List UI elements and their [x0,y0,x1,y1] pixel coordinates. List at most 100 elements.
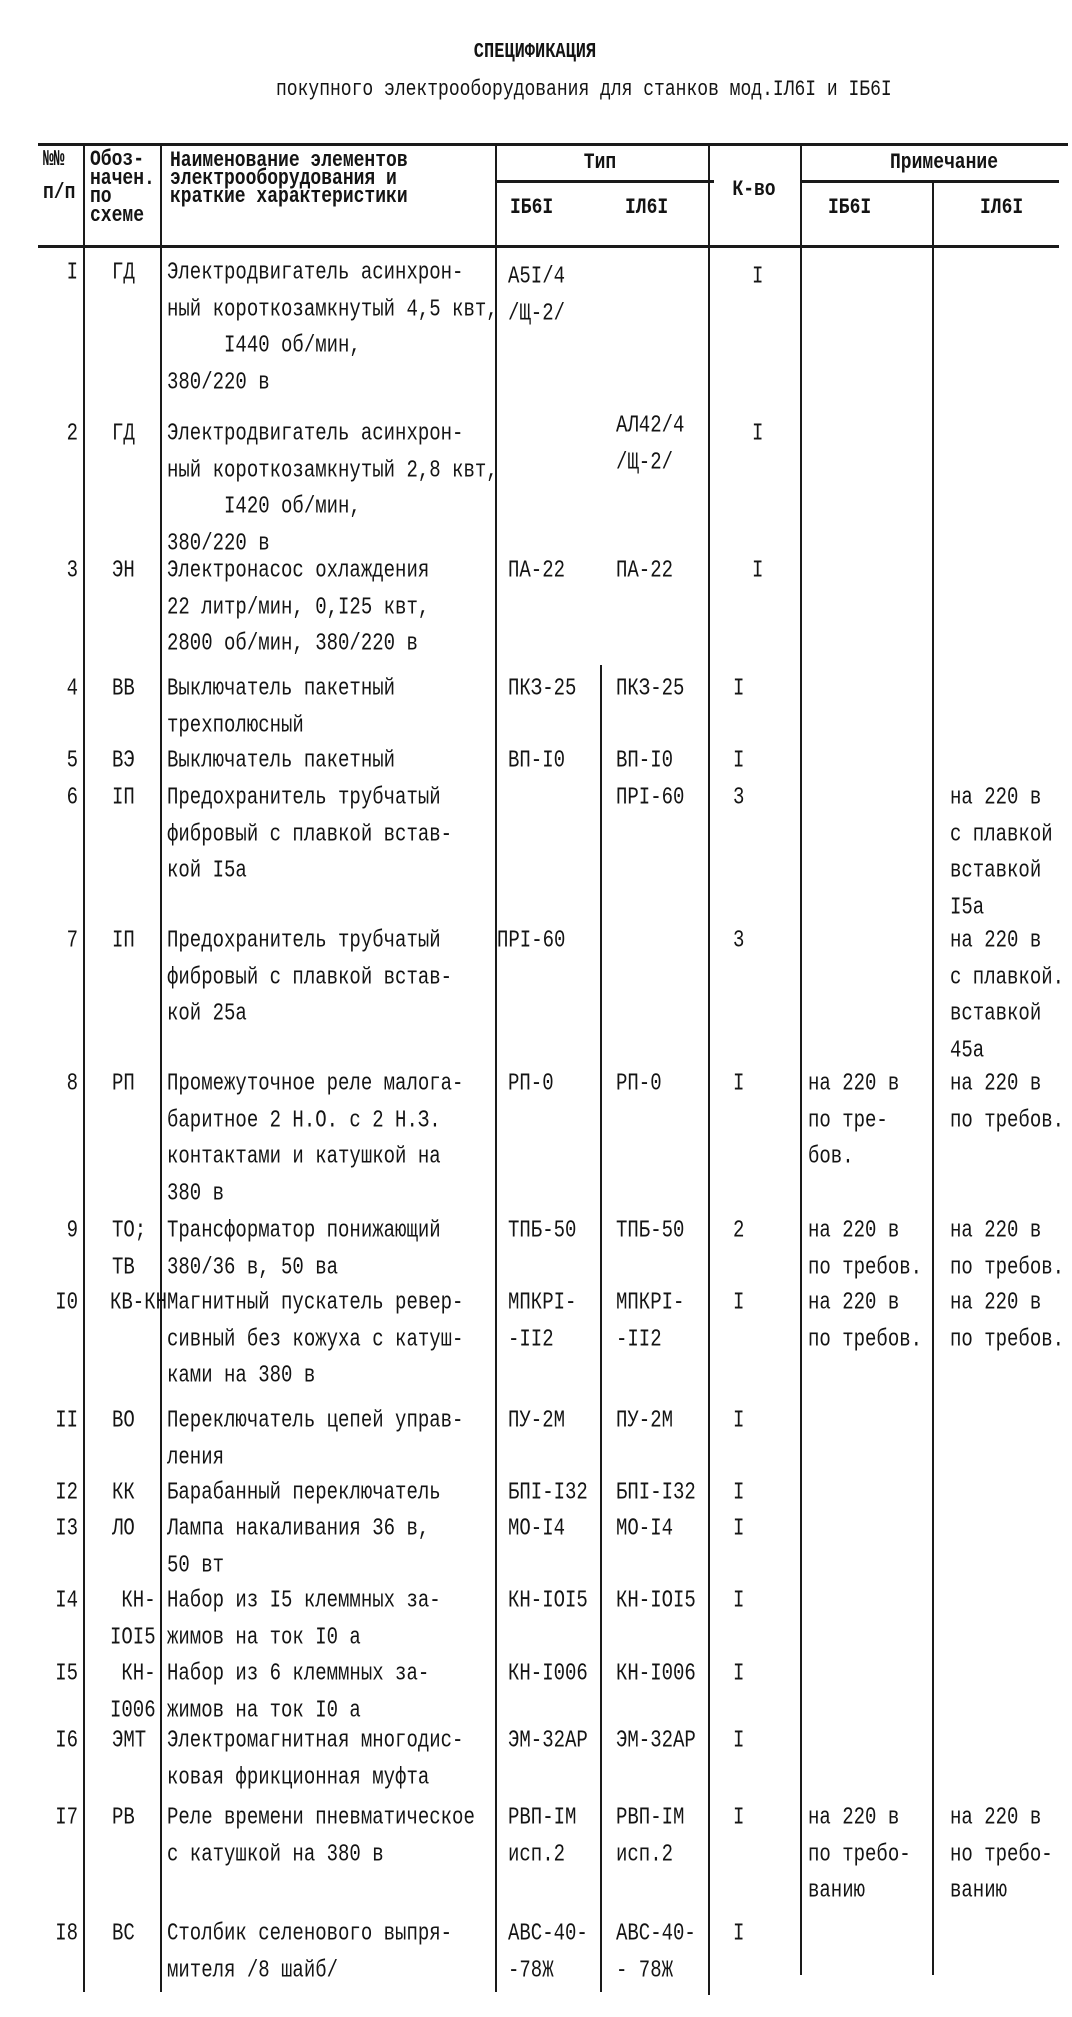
row-note-1b61: на 220 в [808,1803,900,1831]
row-type-1l61: - 78Ж [616,1955,674,1984]
row-type-1b61: ПРI-60 [497,926,566,954]
row-type-1b61: РП-0 [508,1069,554,1097]
row-note-1b61: по требо- [808,1839,911,1868]
header-quantity: К-во [732,177,776,203]
row-number: 6 [66,783,78,811]
row-note-1l61: на 220 в [950,1069,1042,1097]
row-name: фибровый с плавкой встав- [167,819,453,848]
header-type: Тип [583,150,617,176]
row-designation: ГД [112,419,135,447]
row-number: 8 [66,1069,78,1097]
row-type-1b61: ПА-22 [508,556,566,584]
row-name: фибровый с плавкой встав- [167,962,453,991]
row-name: Переключатель цепей управ- [167,1406,464,1434]
row-note-1b61: по тре- [808,1105,888,1134]
row-quantity: I [733,1514,745,1542]
header-name: Наименование элементов [170,148,408,174]
row-number: I6 [55,1726,78,1754]
header-designation: схеме [90,203,145,229]
row-name: I440 об/мин, [167,331,361,359]
row-quantity: I [752,419,764,447]
row-name: контактами и катушкой на [167,1142,441,1170]
row-name: с катушкой на 380 в [167,1839,384,1868]
row-designation: КК [112,1478,135,1506]
row-type-1l61: ПРI-60 [616,783,685,811]
row-name: сивный без кожуха с катуш- [167,1324,464,1353]
row-note-1b61: бов. [808,1142,854,1170]
row-designation: ВС [112,1919,135,1947]
row-type-1l61: ПА-22 [616,556,674,584]
row-note-1l61: с плавкой [950,819,1053,848]
table-rule-horizontal [38,143,1068,146]
row-number: I4 [55,1586,78,1614]
row-name: Предохранитель трубчатый [167,926,441,954]
row-note-1b61: на 220 в [808,1216,900,1244]
row-quantity: I [733,1919,745,1947]
row-quantity: I [733,1586,745,1614]
header-number: №№ [43,147,65,173]
row-type-1b61: ТПБ-50 [508,1216,577,1244]
row-designation: ТО; [112,1216,147,1244]
row-name: мителя /8 шайб/ [167,1955,339,1984]
row-number: I7 [55,1803,78,1831]
row-name: Барабанный переключатель [167,1478,441,1506]
row-note-1l61: на 220 в [950,1216,1042,1244]
row-type-1l61: РП-0 [616,1069,662,1097]
row-number: 3 [66,556,78,584]
row-name: Электронасос охлаждения [167,556,430,584]
row-type-1l61: -II2 [616,1324,662,1353]
header-designation: начен. [90,166,155,192]
row-name: кой I5а [167,856,247,884]
row-name: ления [167,1442,225,1471]
row-number: 9 [66,1216,78,1244]
row-quantity: I [733,1406,745,1434]
row-designation: ЛО [112,1514,135,1542]
row-quantity: 3 [733,926,745,954]
row-type-1b61: КН-IOI5 [508,1586,588,1614]
row-number: I8 [55,1919,78,1947]
row-note-1l61: но требо- [950,1839,1053,1868]
row-quantity: I [733,746,745,774]
row-quantity: I [752,556,764,584]
row-designation: IП [112,926,135,954]
row-quantity: 2 [733,1216,745,1244]
row-name: 50 вт [167,1550,225,1579]
row-name: кой 25а [167,999,247,1027]
row-quantity: I [733,674,745,702]
row-type-1b61: МПКРI- [508,1288,577,1316]
row-name: 380/220 в [167,528,270,557]
row-name: 380/220 в [167,367,270,396]
row-number: 7 [66,926,78,954]
row-note-1l61: I5а [950,892,985,921]
table-rule-vertical [495,143,497,1992]
row-number: II [55,1406,78,1434]
table-rule-vertical [160,143,162,1992]
row-name: баритное 2 Н.О. с 2 Н.З. [167,1105,441,1134]
row-type-1l61: РВП-IМ [616,1803,685,1831]
row-type-1b61: БПI-I32 [508,1478,588,1506]
row-type-1b61: исп.2 [508,1839,566,1868]
header-type-1b61: IБ6I [510,195,554,221]
row-name: Предохранитель трубчатый [167,783,441,811]
row-name: ками на 380 в [167,1361,316,1389]
row-note-1b61: на 220 в [808,1069,900,1097]
document-subtitle: покупного электрооборудования для станко… [276,77,892,103]
row-name: Столбик селенового выпря- [167,1919,453,1947]
row-quantity: I [733,1288,745,1316]
row-type-1l61: КН-IOI5 [616,1586,696,1614]
row-type-1l61: КН-I006 [616,1659,696,1687]
row-note-1l61: на 220 в [950,1803,1042,1831]
table-rule-vertical [800,143,802,1975]
row-name: ковая фрикционная муфта [167,1762,430,1791]
row-quantity: I [733,1069,745,1097]
row-name: Трансформатор понижающий [167,1216,441,1244]
row-note-1l61: ванию [950,1876,1008,1904]
row-type-1l61: ТПБ-50 [616,1216,685,1244]
row-type-1b61: МО-I4 [508,1514,566,1542]
row-quantity: I [733,1478,745,1506]
row-type-1b61: ВП-I0 [508,746,566,774]
row-number: I2 [55,1478,78,1506]
row-number: I5 [55,1659,78,1687]
row-type-1b61: КН-I006 [508,1659,588,1687]
row-note-1l61: с плавкой. [950,962,1065,991]
